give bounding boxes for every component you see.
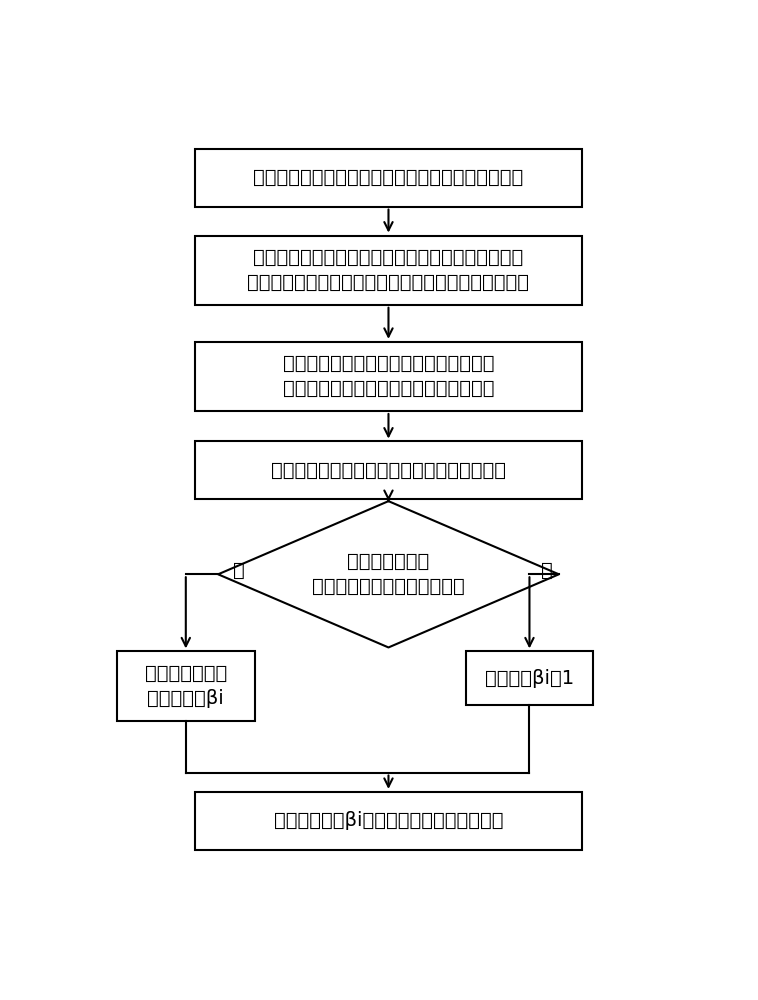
FancyBboxPatch shape [117, 651, 255, 721]
Text: 根据校正系数βi，控制各个加热件加热功率: 根据校正系数βi，控制各个加热件加热功率 [274, 811, 503, 830]
FancyBboxPatch shape [195, 792, 582, 850]
FancyBboxPatch shape [195, 235, 582, 305]
FancyBboxPatch shape [466, 651, 593, 705]
Polygon shape [218, 501, 559, 647]
FancyBboxPatch shape [195, 441, 582, 499]
Text: 像素灰度波动值
是否大于像素灰度波动阈值？: 像素灰度波动值 是否大于像素灰度波动阈值？ [312, 552, 465, 596]
Text: 获取灰度平均波动幅值，获取像素灰度波动值: 获取灰度平均波动幅值，获取像素灰度波动值 [271, 461, 506, 480]
Text: 是: 是 [233, 561, 245, 580]
FancyBboxPatch shape [195, 149, 582, 207]
Text: 将原始图像灰度化，根据加热件的位置，划分区域；
取各个加热区域的灰度平均值作为该区域像素点灰度值: 将原始图像灰度化，根据加热件的位置，划分区域； 取各个加热区域的灰度平均值作为该… [247, 248, 530, 292]
Text: 获取各个加热件
的校正系数βi: 获取各个加热件 的校正系数βi [145, 664, 227, 708]
Text: 否: 否 [541, 561, 553, 580]
Text: 热红外成像采集模块采集恒温台的热红外原始图像；: 热红外成像采集模块采集恒温台的热红外原始图像； [253, 168, 524, 187]
Text: 校正系数βi＝1: 校正系数βi＝1 [485, 669, 574, 688]
Text: 采集横向像素灰度上升个数和下降个数；
采集纵向像素灰度上升个数和下降个数；: 采集横向像素灰度上升个数和下降个数； 采集纵向像素灰度上升个数和下降个数； [283, 354, 494, 398]
FancyBboxPatch shape [195, 342, 582, 411]
